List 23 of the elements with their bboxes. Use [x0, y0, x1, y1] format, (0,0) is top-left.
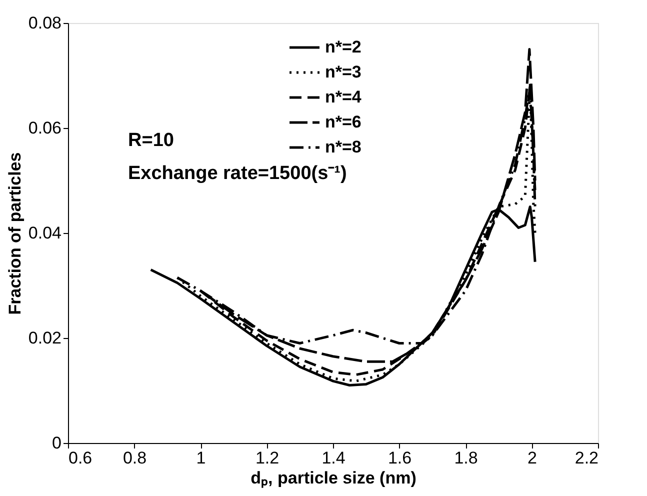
y-tick-label: 0.08: [28, 14, 62, 32]
x-tick-label: 1.8: [454, 448, 478, 468]
y-axis-title: Fraction of particles: [5, 152, 24, 315]
annotation: Exchange rate=1500(s⁻¹): [128, 163, 347, 184]
legend-label: n*=2: [325, 38, 362, 56]
x-tick-label: 0.6: [68, 448, 92, 468]
legend-label: n*=8: [325, 138, 362, 156]
y-tick-label: 0.04: [28, 224, 62, 242]
legend-label: n*=4: [325, 88, 362, 106]
x-tick-label: 1: [196, 448, 206, 468]
x-tick-label: 2: [528, 448, 537, 468]
legend-label: n*=3: [325, 62, 362, 82]
y-tick-label: 0.02: [28, 328, 62, 348]
x-tick-label: 0.8: [122, 448, 147, 468]
legend-label: n*=6: [325, 112, 362, 132]
x-tick-label: 1.6: [388, 448, 412, 468]
y-tick-label: 0.06: [28, 118, 62, 138]
x-tick-label: 2.2: [574, 448, 598, 468]
x-tick-label: 1.2: [255, 448, 280, 468]
annotation: R=10: [128, 130, 174, 151]
x-axis-title: dₚ, particle size (nm): [250, 468, 416, 488]
x-tick-label: 1.4: [322, 448, 346, 468]
y-tick-label: 0: [52, 434, 62, 452]
